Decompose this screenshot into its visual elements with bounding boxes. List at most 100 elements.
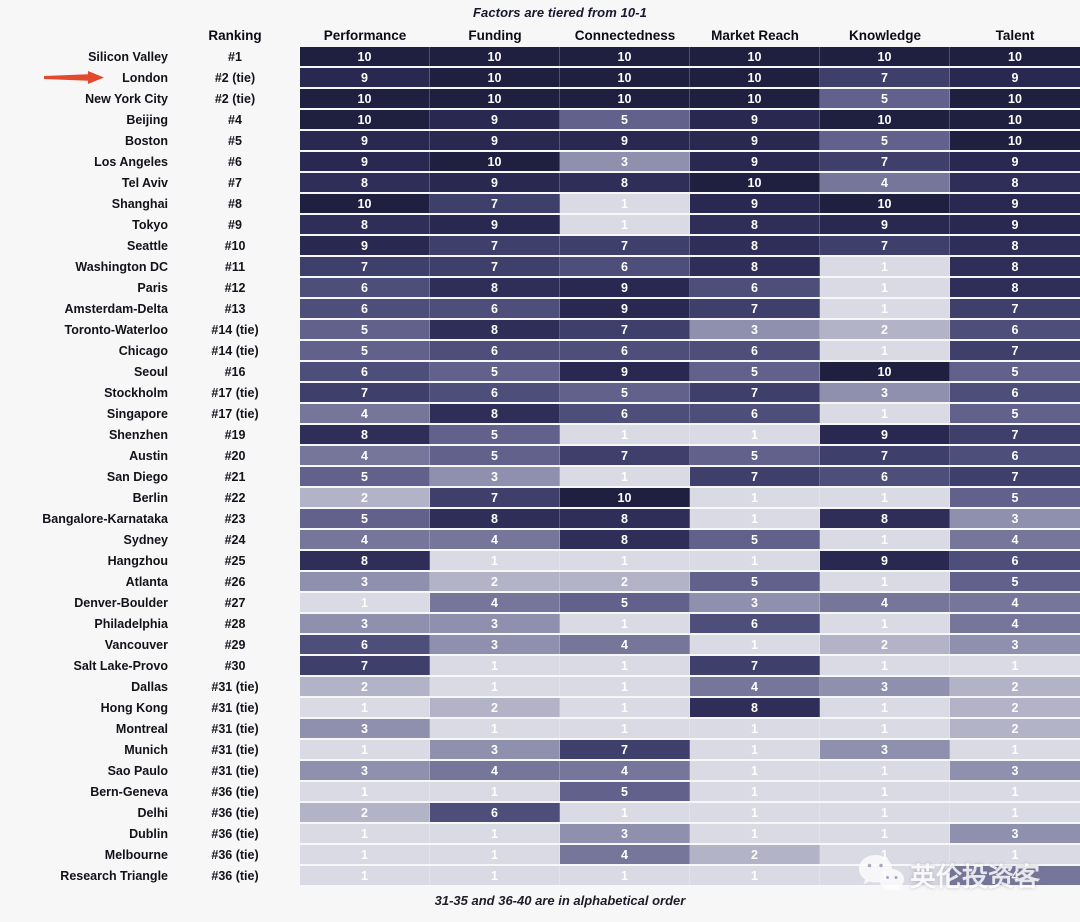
heatmap-cell-market-reach: 1 xyxy=(690,824,820,843)
heatmap-cell-performance: 8 xyxy=(300,173,430,192)
heatmap-cell-market-reach: 3 xyxy=(690,320,820,339)
heatmap-cell-performance: 10 xyxy=(300,47,430,66)
row-city-label: Seoul xyxy=(133,364,168,379)
heatmap-cell-funding: 1 xyxy=(430,824,560,843)
row-city-label: Delhi xyxy=(137,805,168,820)
heatmap-cell-market-reach: 10 xyxy=(690,89,820,108)
heatmap-cell-performance: 6 xyxy=(300,278,430,297)
row-rank-label: #10 xyxy=(224,238,246,253)
heatmap-cell-knowledge: 1 xyxy=(820,257,950,276)
heatmap-cell-talent: 1 xyxy=(950,782,1080,801)
heatmap-cell-market-reach: 1 xyxy=(690,488,820,507)
row-city-label: London xyxy=(122,70,168,85)
heatmap-cell-connectedness: 10 xyxy=(560,89,690,108)
heatmap-cell-funding: 7 xyxy=(430,194,560,213)
row-city-label: Berlin xyxy=(132,490,168,505)
table-row: Dallas #31 (tie) 2 1 1 4 3 2 xyxy=(0,677,1080,696)
heatmap-cell-market-reach: 1 xyxy=(690,782,820,801)
heatmap-cell-knowledge: 1 xyxy=(820,341,950,360)
table-row: Boston #5 9 9 9 9 5 10 xyxy=(0,131,1080,150)
heatmap-cell-connectedness: 1 xyxy=(560,194,690,213)
heatmap-cell-performance: 5 xyxy=(300,467,430,486)
heatmap-cell-knowledge: 1 xyxy=(820,488,950,507)
table-row: Sydney #24 4 4 8 5 1 4 xyxy=(0,530,1080,549)
row-rank-label: #8 xyxy=(228,196,242,211)
heatmap-cell-connectedness: 6 xyxy=(560,257,690,276)
heatmap-cell-performance: 1 xyxy=(300,740,430,759)
row-rank-label: #36 (tie) xyxy=(211,847,259,862)
row-city-label: Paris xyxy=(137,280,168,295)
heatmap-cell-funding: 6 xyxy=(430,803,560,822)
heatmap-cell-market-reach: 7 xyxy=(690,383,820,402)
heatmap-cell-market-reach: 5 xyxy=(690,446,820,465)
heatmap-cell-funding: 10 xyxy=(430,152,560,171)
heatmap-cell-market-reach: 10 xyxy=(690,173,820,192)
table-row: Sao Paulo #31 (tie) 3 4 4 1 1 3 xyxy=(0,761,1080,780)
row-city-label: New York City xyxy=(85,91,168,106)
heatmap-cell-knowledge: 9 xyxy=(820,551,950,570)
row-city-label: Sydney xyxy=(123,532,168,547)
table-row: Singapore #17 (tie) 4 8 6 6 1 5 xyxy=(0,404,1080,423)
row-rank-label: #31 (tie) xyxy=(211,763,259,778)
table-row: Austin #20 4 5 7 5 7 6 xyxy=(0,446,1080,465)
heatmap-cell-connectedness: 2 xyxy=(560,572,690,591)
row-rank-label: #17 (tie) xyxy=(211,406,259,421)
heatmap-cell-performance: 8 xyxy=(300,215,430,234)
row-city-label: Stockholm xyxy=(104,385,168,400)
heatmap-cell-talent: 4 xyxy=(950,530,1080,549)
heatmap-cell-funding: 4 xyxy=(430,530,560,549)
heatmap-cell-talent: 7 xyxy=(950,425,1080,444)
row-rank-label: #19 xyxy=(224,427,246,442)
row-rank-label: #36 (tie) xyxy=(211,826,259,841)
heatmap-cell-funding: 7 xyxy=(430,257,560,276)
heatmap-cell-performance: 4 xyxy=(300,404,430,423)
heatmap-cell-connectedness: 10 xyxy=(560,488,690,507)
heatmap-cell-market-reach: 3 xyxy=(690,593,820,612)
heatmap-cell-market-reach: 2 xyxy=(690,845,820,864)
heatmap-cell-knowledge: 10 xyxy=(820,47,950,66)
heatmap-cell-connectedness: 5 xyxy=(560,383,690,402)
heatmap-cell-connectedness: 8 xyxy=(560,509,690,528)
heatmap-cell-talent: 5 xyxy=(950,362,1080,381)
row-city-label: Toronto-Waterloo xyxy=(64,322,168,337)
heatmap-cell-performance: 6 xyxy=(300,635,430,654)
table-row: Los Angeles #6 9 10 3 9 7 9 xyxy=(0,152,1080,171)
heatmap-cell-talent: 7 xyxy=(950,341,1080,360)
row-rank-label: #24 xyxy=(224,532,246,547)
heatmap-cell-performance: 7 xyxy=(300,383,430,402)
heatmap-cell-connectedness: 1 xyxy=(560,698,690,717)
heatmap-cell-connectedness: 1 xyxy=(560,866,690,885)
table-row: Philadelphia #28 3 3 1 6 1 4 xyxy=(0,614,1080,633)
heatmap-cell-knowledge: 2 xyxy=(820,320,950,339)
row-rank-label: #31 (tie) xyxy=(211,679,259,694)
heatmap-cell-market-reach: 1 xyxy=(690,866,820,885)
heatmap-cell-knowledge: 10 xyxy=(820,194,950,213)
heatmap-cell-performance: 1 xyxy=(300,698,430,717)
heatmap-cell-talent: 1 xyxy=(950,803,1080,822)
heatmap-cell-knowledge: 1 xyxy=(820,803,950,822)
heatmap-cell-funding: 3 xyxy=(430,740,560,759)
column-header-funding: Funding xyxy=(468,27,522,43)
column-header-performance: Performance xyxy=(323,27,407,43)
heatmap-cell-talent: 5 xyxy=(950,404,1080,423)
heatmap-cell-performance: 3 xyxy=(300,614,430,633)
row-rank-label: #23 xyxy=(224,511,246,526)
table-row: Delhi #36 (tie) 2 6 1 1 1 1 xyxy=(0,803,1080,822)
row-rank-label: #36 (tie) xyxy=(211,868,259,883)
heatmap-cell-talent: 2 xyxy=(950,719,1080,738)
row-city-label: Seattle xyxy=(127,238,168,253)
highlight-arrow-icon xyxy=(44,71,104,84)
heatmap-cell-talent: 7 xyxy=(950,467,1080,486)
heatmap-cell-funding: 4 xyxy=(430,593,560,612)
heatmap-cell-funding: 5 xyxy=(430,425,560,444)
heatmap-cell-funding: 2 xyxy=(430,698,560,717)
heatmap-cell-funding: 1 xyxy=(430,677,560,696)
heatmap-cell-funding: 8 xyxy=(430,320,560,339)
row-rank-label: #16 xyxy=(224,364,246,379)
heatmap-cell-market-reach: 7 xyxy=(690,299,820,318)
heatmap-cell-funding: 9 xyxy=(430,173,560,192)
heatmap-cell-talent: 5 xyxy=(950,572,1080,591)
heatmap-cell-funding: 5 xyxy=(430,446,560,465)
row-city-label: Dublin xyxy=(129,826,168,841)
